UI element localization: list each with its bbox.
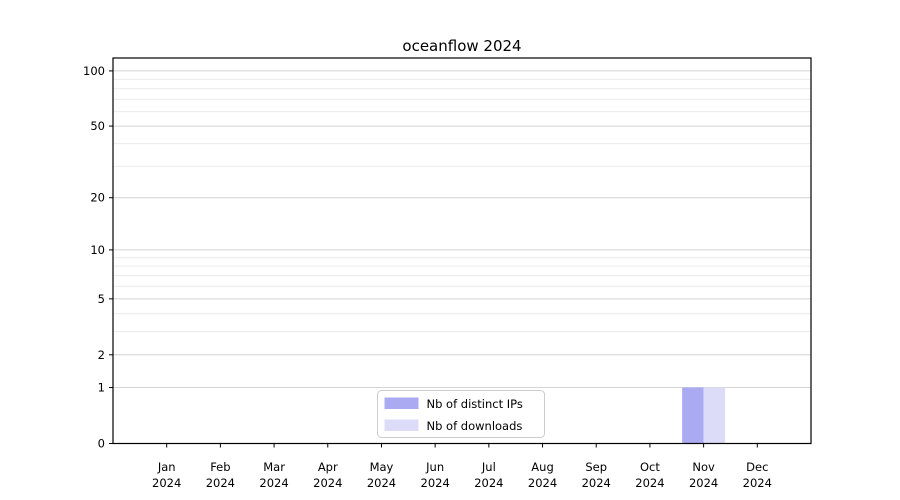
y-tick-label: 1 <box>98 381 105 395</box>
x-tick-label-month: Feb <box>210 460 230 474</box>
x-tick-label-month: Sep <box>585 460 607 474</box>
x-tick-label-month: Oct <box>640 460 660 474</box>
x-tick-label-month: Jan <box>157 460 176 474</box>
x-tick-label-year: 2024 <box>743 476 772 490</box>
y-tick-label: 100 <box>83 64 105 78</box>
x-tick-label-year: 2024 <box>689 476 718 490</box>
x-tick-label-year: 2024 <box>528 476 557 490</box>
legend: Nb of distinct IPs Nb of downloads <box>377 390 545 438</box>
grid-layer <box>113 70 811 389</box>
y-tick-label: 50 <box>90 119 105 133</box>
x-tick-label-year: 2024 <box>259 476 288 490</box>
x-tick-label-month: Aug <box>531 460 553 474</box>
x-tick-label-year: 2024 <box>367 476 396 490</box>
x-tick-label-year: 2024 <box>313 476 342 490</box>
legend-box <box>377 390 545 438</box>
x-tick-label-year: 2024 <box>635 476 664 490</box>
y-tick-label: 0 <box>98 437 105 451</box>
y-tick-label: 10 <box>90 243 105 257</box>
legend-label: Nb of downloads <box>427 419 523 433</box>
x-tick-label-year: 2024 <box>421 476 450 490</box>
x-tick-label-month: Mar <box>263 460 285 474</box>
plot-border <box>112 57 812 445</box>
bars-layer <box>682 387 726 444</box>
x-tick-label-month: Jun <box>425 460 444 474</box>
x-tick-label-month: Nov <box>692 460 715 474</box>
x-tick-label-year: 2024 <box>152 476 181 490</box>
x-tick-label-month: Jul <box>481 460 496 474</box>
y-tick-label: 20 <box>90 191 105 205</box>
y-tick-label: 2 <box>98 348 105 362</box>
axes-layer <box>109 57 812 448</box>
x-tick-label-month: May <box>370 460 394 474</box>
x-tick-label-year: 2024 <box>206 476 235 490</box>
legend-swatch <box>384 397 419 409</box>
x-tick-label-year: 2024 <box>474 476 503 490</box>
chart-title: oceanflow 2024 <box>402 37 521 55</box>
x-tick-label-month: Dec <box>746 460 768 474</box>
bar-nb-of-downloads <box>703 387 726 444</box>
bar-nb-of-distinct-ips <box>682 387 704 444</box>
x-tick-label-year: 2024 <box>582 476 611 490</box>
x-tick-label-month: Apr <box>318 460 338 474</box>
legend-label: Nb of distinct IPs <box>427 397 523 411</box>
y-tick-label: 5 <box>98 292 105 306</box>
labels-layer: 0 1 2 5 10 20 50 100 Jan 2024 Feb 2024 Mar 2024 Apr 202… <box>83 64 772 490</box>
legend-swatch <box>384 419 419 431</box>
